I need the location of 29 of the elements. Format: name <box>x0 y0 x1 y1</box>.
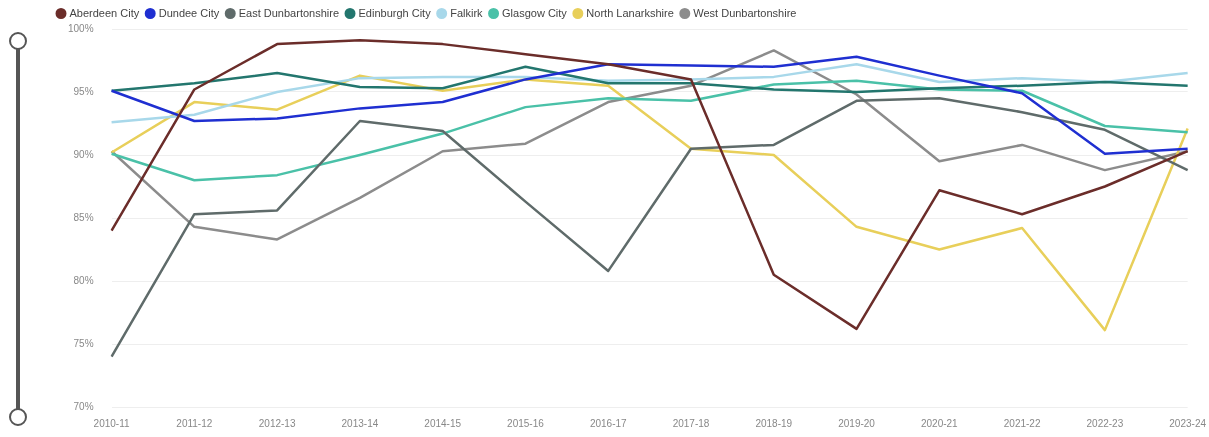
x-tick-label: 2014-15 <box>424 417 462 429</box>
x-tick-label: 2013-14 <box>341 417 379 429</box>
y-tick-label: 95% <box>73 85 94 97</box>
legend-label: Falkirk <box>450 6 484 19</box>
x-tick-label: 2010-11 <box>93 417 130 429</box>
x-tick-label: 2016-17 <box>589 417 628 429</box>
legend-label: North Lanarkshire <box>586 6 674 19</box>
legend-label: West Dunbartonshire <box>693 6 797 19</box>
y-tick-label: 75% <box>73 337 94 349</box>
x-tick-label: 2022-23 <box>1086 417 1124 429</box>
legend-label: Glasgow City <box>502 6 568 19</box>
legend-label: East Dunbartonshire <box>238 6 340 19</box>
x-tick-label: 2011-12 <box>176 417 213 429</box>
y-tick-label: 100% <box>68 22 94 34</box>
x-tick-label: 2020-21 <box>920 417 959 429</box>
x-tick-label: 2017-18 <box>672 417 710 429</box>
x-tick-label: 2023-24 <box>1169 417 1207 429</box>
x-tick-label: 2015-16 <box>507 417 545 429</box>
x-tick-label: 2021-22 <box>1003 417 1041 429</box>
y-tick-label: 90% <box>73 148 94 160</box>
y-tick-label: 85% <box>73 211 94 223</box>
legend-label: Dundee City <box>158 6 220 19</box>
y-tick-label: 70% <box>73 400 94 412</box>
x-tick-label: 2012-13 <box>258 417 296 429</box>
y-tick-label: 80% <box>73 274 94 286</box>
legend-label: Edinburgh City <box>358 6 432 19</box>
x-tick-label: 2019-20 <box>838 417 876 429</box>
x-tick-label: 2018-19 <box>755 417 793 429</box>
legend-label: Aberdeen City <box>69 6 140 19</box>
